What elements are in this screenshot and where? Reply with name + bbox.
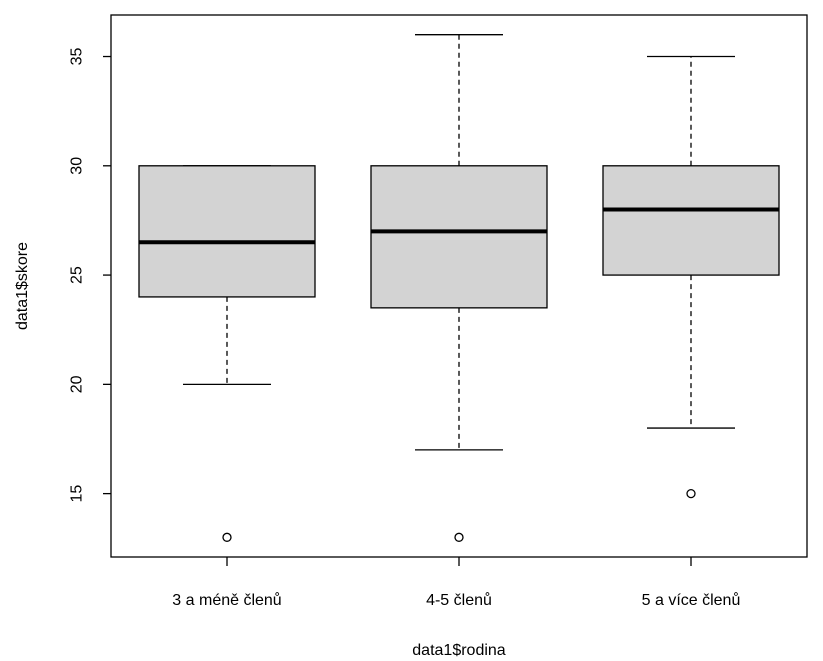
- y-tick-label: 15: [69, 485, 86, 503]
- y-tick-label: 25: [69, 266, 86, 284]
- y-tick-label: 30: [69, 157, 86, 175]
- outlier-point: [686, 488, 696, 499]
- axes: 15 20 25 30 35 3 a méně členů 4-5 členů 5 a víc…: [69, 14, 808, 609]
- y-tick-label: 35: [69, 48, 86, 66]
- outlier-point: [454, 532, 464, 542]
- x-tick-label: 5 a více členů: [642, 591, 741, 609]
- y-tick-label: 20: [69, 375, 86, 393]
- plot-area: [138, 34, 780, 542]
- box-iqr: [370, 165, 548, 309]
- x-tick-label: 4-5 členů: [426, 591, 492, 609]
- outlier-point: [222, 532, 232, 542]
- box-iqr: [602, 165, 780, 276]
- x-axis-title: data1$rodina: [412, 642, 506, 659]
- y-axis-title: data1$skore: [14, 242, 31, 330]
- x-tick-label: 3 a méně členů: [172, 591, 281, 609]
- box-iqr: [138, 165, 316, 298]
